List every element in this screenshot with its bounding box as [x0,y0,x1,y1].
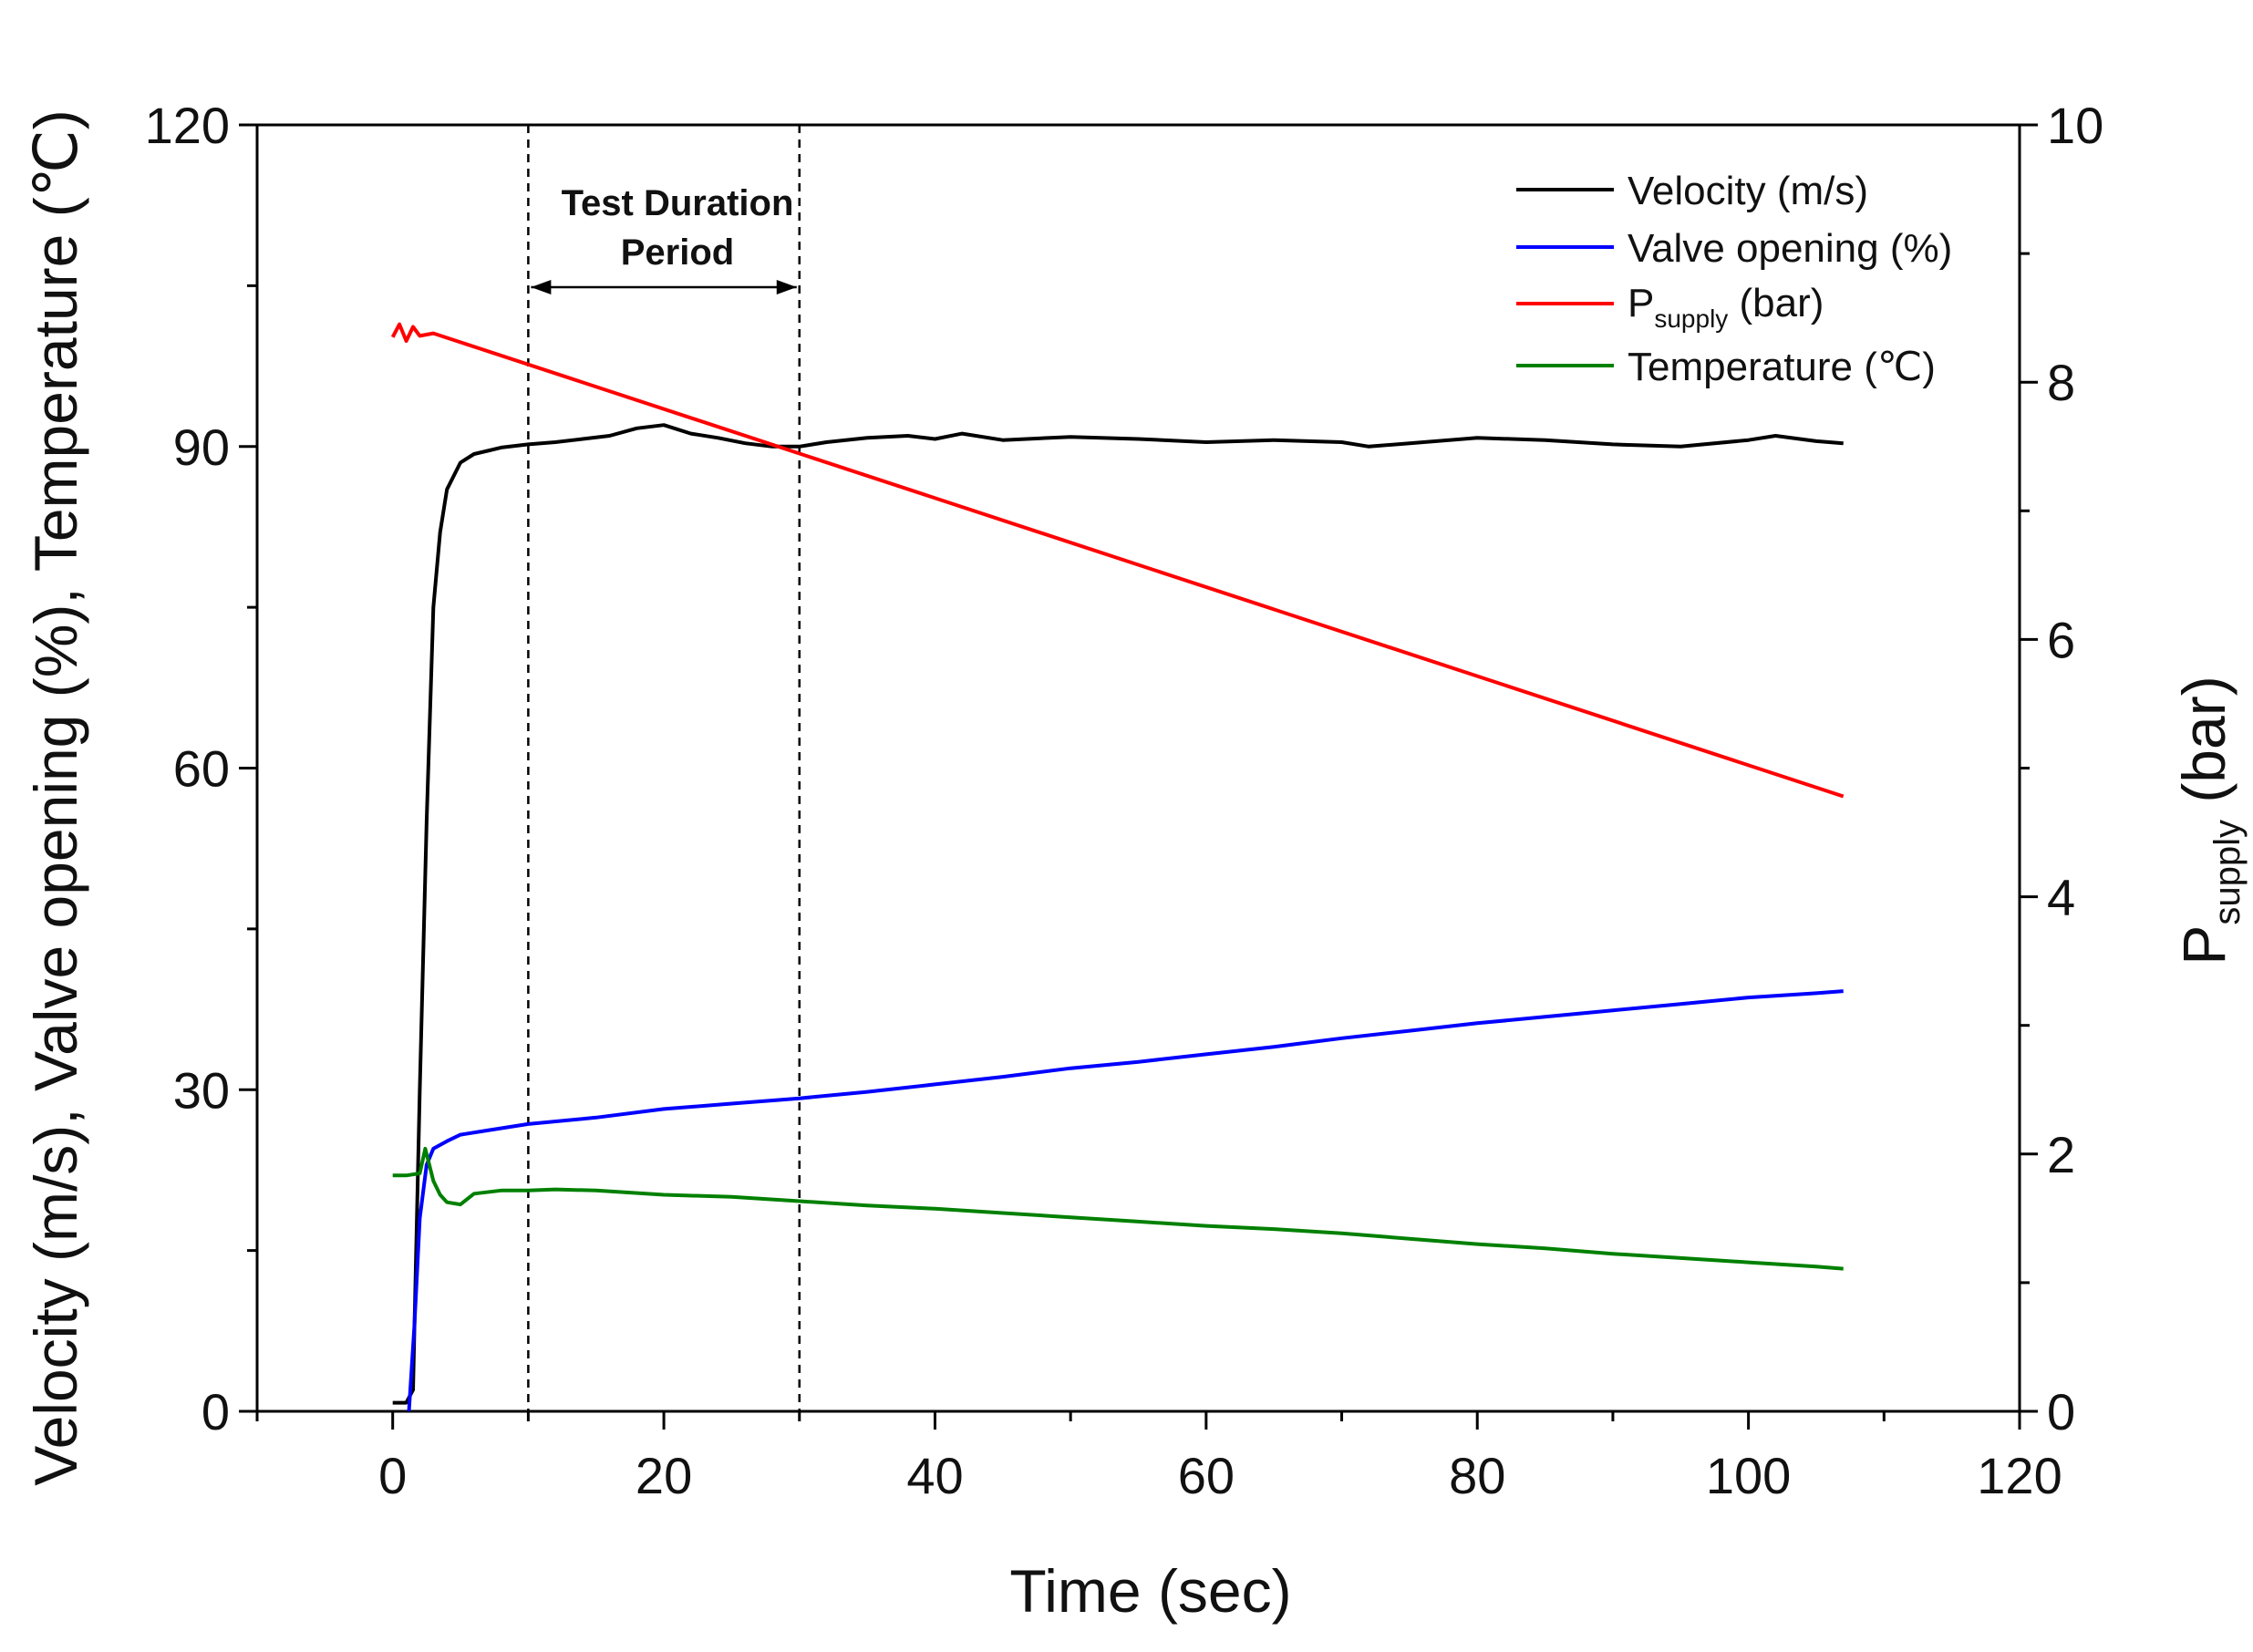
y-right-tick-label: 2 [2047,1126,2075,1183]
plot-marks: 0 20 40 60 80 100 120 0 30 60 90 120 0 2 4 6 8 10 [145,97,2104,1504]
y-right-title-suffix: (bar) [2170,676,2237,820]
y-left-tick-label: 60 [173,740,230,798]
y-right-tick-label: 4 [2047,869,2075,926]
y-right-tick-label: 0 [2047,1383,2075,1440]
y-left-tick-label: 30 [173,1061,230,1119]
x-tick-label: 100 [1706,1447,1791,1504]
series-line-velocity [392,423,1844,1405]
x-tick-label: 60 [1178,1447,1235,1504]
y-left-axis-title: Velocity (m/s), Valve opening (%), Tempe… [22,109,89,1486]
x-tick-label: 120 [1977,1447,2062,1504]
annotation-line2: Period [621,232,734,273]
annotation-line1: Test Duration [562,183,794,223]
y-left-tick-label: 0 [202,1383,230,1440]
legend-label-temperature: Temperature (℃) [1628,345,1936,389]
legend-p-suffix: (bar) [1728,281,1824,325]
duration-arrow-right-head [776,280,797,294]
x-axis-title: Time (sec) [1009,1557,1291,1625]
y-right-tick-label: 6 [2047,611,2075,668]
y-left-tick-label: 90 [173,418,230,476]
x-tick-label: 20 [636,1447,692,1504]
legend-p-sub: supply [1654,305,1728,333]
duration-arrow-left-head [531,280,552,294]
legend-p-main: P [1628,281,1654,325]
y-right-tick-label: 10 [2047,97,2103,154]
legend: Velocity (m/s) Valve opening (%) Psupply… [1516,169,1952,389]
series-line-temperature [392,1146,1844,1271]
y-left-tick-label: 120 [145,97,230,154]
legend-label-valve-opening: Valve opening (%) [1628,226,1952,271]
series-line-valve-opening [407,989,1844,1412]
legend-label-velocity: Velocity (m/s) [1628,169,1868,213]
y-right-tick-label: 8 [2047,354,2075,411]
x-tick-label: 40 [906,1447,963,1504]
series-line-p-supply [390,322,1845,799]
x-tick-label: 80 [1449,1447,1505,1504]
y-right-title-main: P [2170,925,2237,965]
y-right-title-sub: supply [2207,820,2248,925]
legend-label-p-supply: Psupply (bar) [1628,281,1824,333]
x-tick-label: 0 [378,1447,407,1504]
y-right-axis-title: Psupply (bar) [2170,676,2248,965]
